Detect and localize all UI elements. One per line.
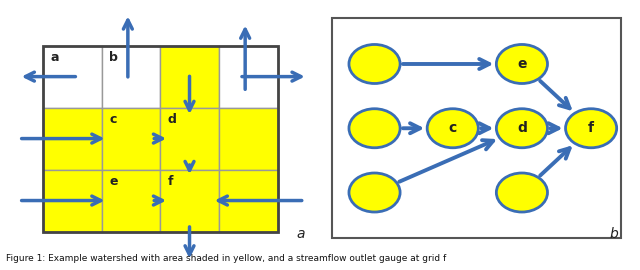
Text: f: f	[168, 175, 173, 188]
Text: e: e	[109, 175, 118, 188]
Bar	[160, 170, 219, 231]
Circle shape	[349, 109, 400, 148]
Text: e: e	[517, 57, 527, 71]
Text: d: d	[517, 121, 527, 135]
Bar	[160, 107, 219, 170]
Text: Figure 1: Example watershed with area shaded in yellow, and a streamflow outlet : Figure 1: Example watershed with area sh…	[6, 254, 447, 263]
Bar	[43, 46, 102, 107]
Circle shape	[497, 45, 547, 83]
Bar	[219, 107, 278, 170]
Text: a: a	[296, 227, 305, 241]
Bar	[102, 46, 160, 107]
Bar	[219, 170, 278, 231]
Text: a: a	[51, 51, 59, 64]
Circle shape	[427, 109, 478, 148]
Bar	[43, 46, 278, 231]
Bar	[102, 107, 160, 170]
Bar	[43, 170, 102, 231]
Text: b: b	[609, 227, 618, 241]
Bar	[160, 46, 219, 107]
Circle shape	[349, 173, 400, 212]
Text: b: b	[109, 51, 118, 64]
Bar	[43, 107, 102, 170]
Bar	[219, 46, 278, 107]
Text: f: f	[588, 121, 594, 135]
Text: c: c	[449, 121, 457, 135]
Circle shape	[497, 173, 547, 212]
Text: c: c	[109, 113, 116, 126]
Bar	[102, 170, 160, 231]
Circle shape	[349, 45, 400, 83]
Circle shape	[566, 109, 617, 148]
Circle shape	[497, 109, 547, 148]
Text: d: d	[168, 113, 177, 126]
